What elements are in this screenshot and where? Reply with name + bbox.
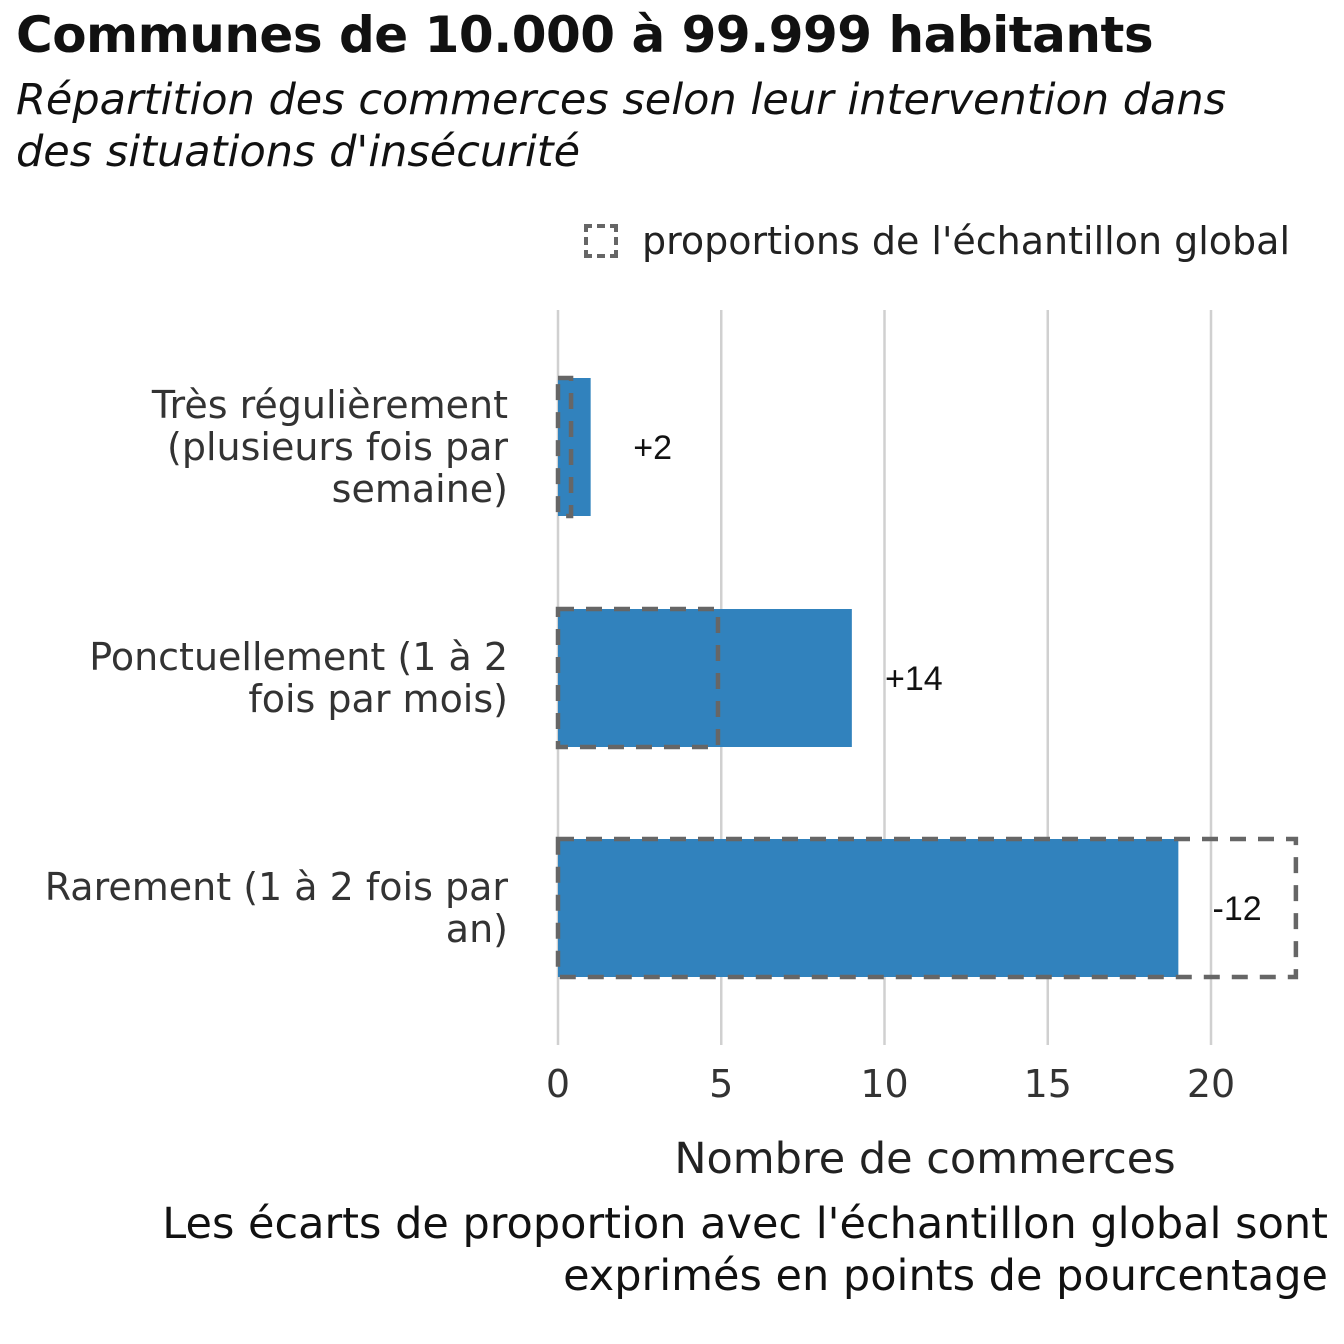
data-label: +14 [885,660,943,698]
category-label: Très régulièrement (plusieurs fois par sem… [151,383,508,511]
category-label: Rarement (1 à 2 fois par an) [45,865,509,951]
legend-dashed-swatch [584,224,618,258]
reference-box [555,375,574,519]
chart-title: Communes de 10.000 à 99.999 habitants [16,6,1154,64]
x-tick-label: 10 [860,1062,908,1106]
bar [558,609,852,747]
bar [558,378,591,516]
x-tick-label: 15 [1024,1062,1072,1106]
legend: proportions de l'échantillon global [584,216,1290,266]
data-label: -12 [1213,890,1262,928]
bar-chart: +2 +14 -12 Très régulièrement (plusieurs fo… [45,310,1299,1184]
chart-subtitle: Répartition des commerces selon leur int… [16,75,1227,177]
data-label: +2 [633,429,672,467]
x-axis-label: Nombre de commerces [674,1134,1175,1184]
x-tick-label: 5 [709,1062,733,1106]
bars [558,378,1179,977]
category-labels: Très régulièrement (plusieurs fois par sem… [45,383,509,951]
category-label: Ponctuellement (1 à 2 fois par mois) [89,635,508,721]
reference-boxes [555,375,1299,980]
legend-label: proportions de l'échantillon global [642,219,1291,263]
reference-box [555,836,1299,980]
x-tick-label: 20 [1187,1062,1235,1106]
reference-box [555,606,721,750]
bar [558,839,1179,977]
x-tick-labels: 0 5 10 15 20 [546,1062,1235,1106]
data-labels: +2 +14 -12 [633,429,1261,928]
chart-caption: Les écarts de proportion avec l'échantil… [162,1199,1328,1301]
x-tick-label: 0 [546,1062,570,1106]
